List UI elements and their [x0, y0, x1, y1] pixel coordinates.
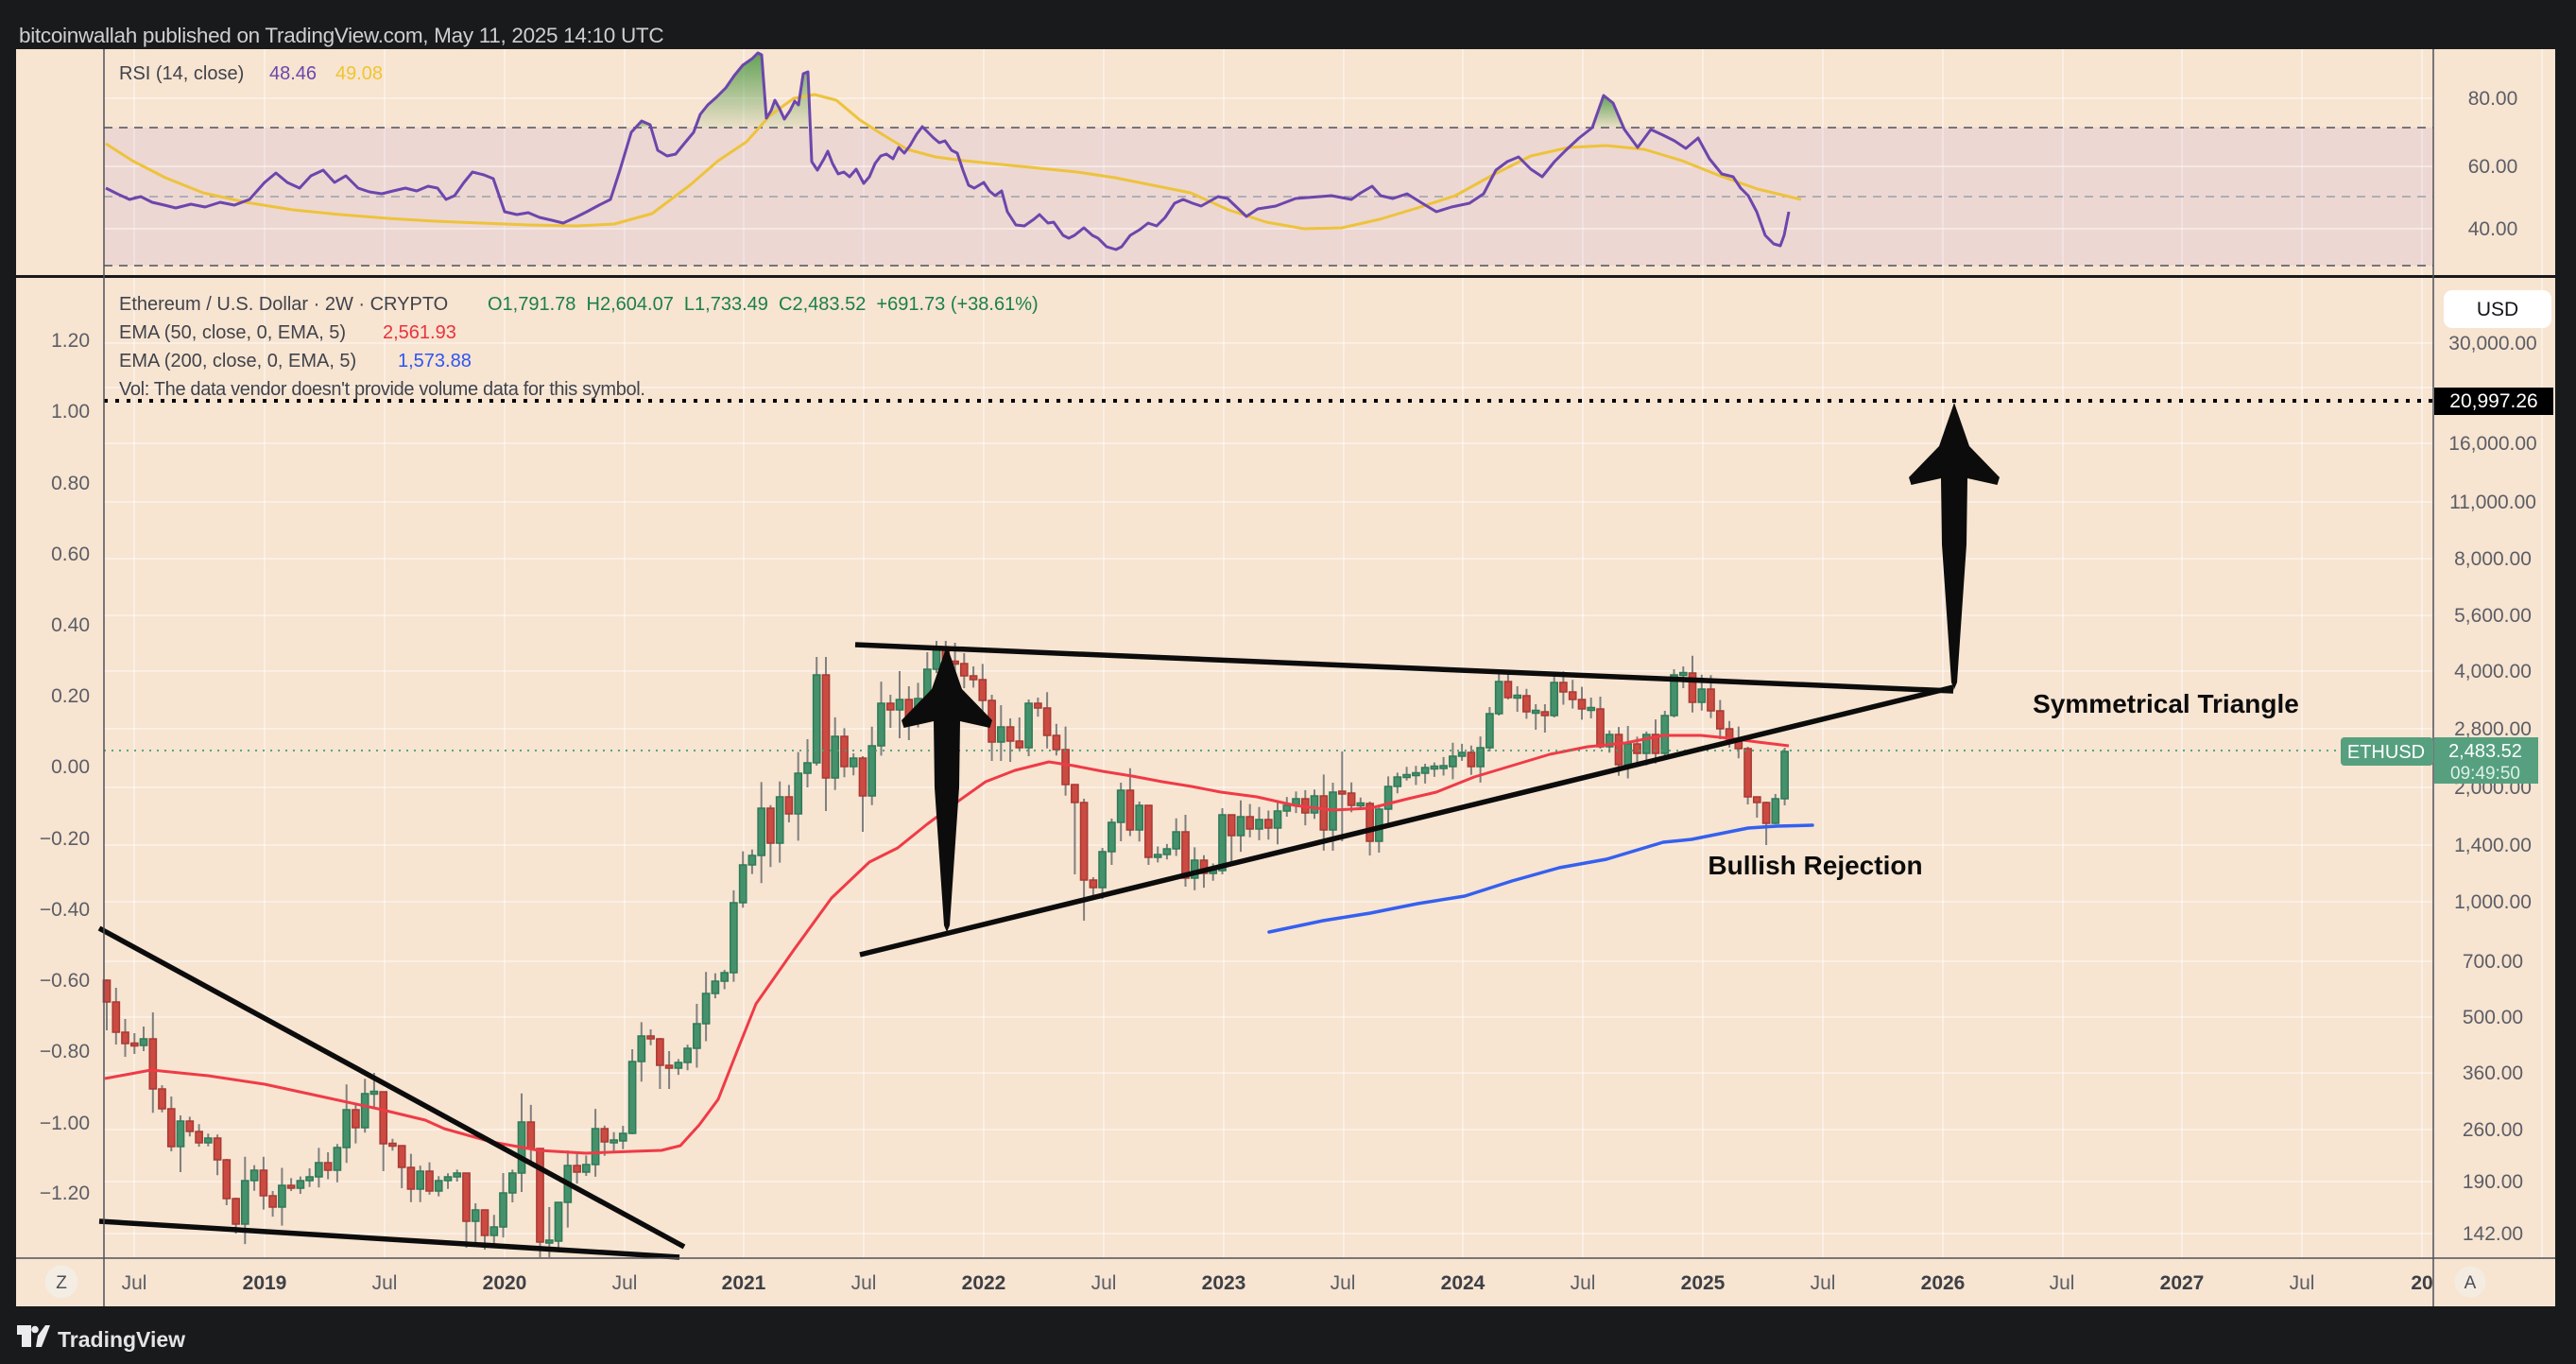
svg-text:2020: 2020 [483, 1272, 527, 1294]
svg-text:190.00: 190.00 [2463, 1171, 2523, 1193]
svg-text:2021: 2021 [722, 1272, 766, 1294]
svg-text:RSI (14, close): RSI (14, close) [119, 63, 244, 84]
svg-text:2019: 2019 [243, 1272, 287, 1294]
svg-text:Ethereum / U.S. Dollar · 2W ·: Ethereum / U.S. Dollar · 2W · CRYPTO [119, 294, 448, 315]
svg-text:2,800.00: 2,800.00 [2454, 718, 2532, 740]
svg-text:30,000.00: 30,000.00 [2448, 333, 2536, 354]
svg-text:1,000.00: 1,000.00 [2454, 891, 2532, 913]
svg-text:20: 20 [2411, 1272, 2432, 1294]
svg-text:−1.00: −1.00 [40, 1113, 90, 1134]
svg-text:USD: USD [2477, 299, 2518, 320]
svg-text:2024: 2024 [1441, 1272, 1485, 1294]
svg-text:09:49:50: 09:49:50 [2450, 764, 2520, 784]
svg-text:8,000.00: 8,000.00 [2454, 548, 2532, 570]
svg-text:16,000.00: 16,000.00 [2448, 433, 2536, 455]
svg-text:−0.60: −0.60 [40, 970, 90, 992]
svg-text:0.80: 0.80 [51, 473, 90, 494]
svg-text:4,000.00: 4,000.00 [2454, 661, 2532, 682]
svg-text:2022: 2022 [962, 1272, 1006, 1294]
svg-text:2023: 2023 [1202, 1272, 1246, 1294]
svg-text:Jul: Jul [2050, 1272, 2075, 1294]
svg-text:EMA (50, close, 0, EMA, 5): EMA (50, close, 0, EMA, 5) [119, 322, 346, 343]
svg-text:Z: Z [56, 1273, 67, 1293]
svg-text:−0.20: −0.20 [40, 828, 90, 850]
svg-text:11,000.00: 11,000.00 [2449, 492, 2536, 513]
svg-text:60.00: 60.00 [2468, 156, 2518, 178]
svg-text:0.20: 0.20 [51, 685, 90, 707]
svg-text:Jul: Jul [1571, 1272, 1596, 1294]
svg-text:48.46: 48.46 [269, 63, 317, 84]
svg-text:2,561.93: 2,561.93 [383, 322, 456, 343]
svg-text:A: A [2464, 1273, 2477, 1293]
svg-text:1.20: 1.20 [51, 330, 90, 352]
svg-text:1,400.00: 1,400.00 [2454, 835, 2532, 856]
svg-text:Bullish Rejection: Bullish Rejection [1708, 851, 1922, 880]
svg-text:40.00: 40.00 [2468, 218, 2518, 240]
svg-text:Jul: Jul [612, 1272, 638, 1294]
svg-text:2026: 2026 [1921, 1272, 1966, 1294]
svg-text:ETHUSD: ETHUSD [2347, 742, 2425, 763]
svg-text:Jul: Jul [2290, 1272, 2315, 1294]
svg-text:TradingView: TradingView [58, 1327, 185, 1352]
svg-text:0.40: 0.40 [51, 614, 90, 636]
svg-text:Jul: Jul [372, 1272, 398, 1294]
svg-text:−0.80: −0.80 [40, 1041, 90, 1062]
svg-text:Jul: Jul [122, 1272, 147, 1294]
svg-text:500.00: 500.00 [2463, 1007, 2523, 1028]
svg-text:1,573.88: 1,573.88 [398, 351, 472, 371]
svg-text:−0.40: −0.40 [40, 899, 90, 921]
svg-text:360.00: 360.00 [2463, 1062, 2523, 1084]
svg-text:49.08: 49.08 [335, 63, 383, 84]
svg-text:Symmetrical Triangle: Symmetrical Triangle [2033, 689, 2299, 718]
svg-text:1.00: 1.00 [51, 401, 90, 423]
svg-text:2027: 2027 [2160, 1272, 2205, 1294]
svg-text:EMA (200, close, 0, EMA, 5): EMA (200, close, 0, EMA, 5) [119, 351, 356, 371]
svg-text:80.00: 80.00 [2468, 88, 2518, 110]
svg-text:O1,791.78 H2,604.07 L1,733.4: O1,791.78 H2,604.07 L1,733.49 C2,483.52 … [488, 294, 1039, 315]
svg-text:−1.20: −1.20 [40, 1183, 90, 1204]
svg-text:Jul: Jul [1811, 1272, 1836, 1294]
svg-text:260.00: 260.00 [2463, 1119, 2523, 1141]
svg-text:Jul: Jul [1331, 1272, 1356, 1294]
svg-text:700.00: 700.00 [2463, 951, 2523, 973]
svg-text:2025: 2025 [1681, 1272, 1726, 1294]
svg-text:0.00: 0.00 [51, 756, 90, 778]
svg-text:Jul: Jul [1091, 1272, 1117, 1294]
svg-text:20,997.26: 20,997.26 [2449, 390, 2537, 412]
svg-text:Vol: The data vendor doesn't p: Vol: The data vendor doesn't provide vol… [119, 379, 645, 400]
svg-text:142.00: 142.00 [2463, 1223, 2523, 1245]
svg-text:2,483.52: 2,483.52 [2448, 741, 2522, 762]
svg-text:bitcoinwallah published on Tra: bitcoinwallah published on TradingView.c… [19, 24, 663, 47]
svg-text:5,600.00: 5,600.00 [2454, 605, 2532, 627]
svg-text:Jul: Jul [851, 1272, 877, 1294]
svg-text:0.60: 0.60 [51, 544, 90, 565]
